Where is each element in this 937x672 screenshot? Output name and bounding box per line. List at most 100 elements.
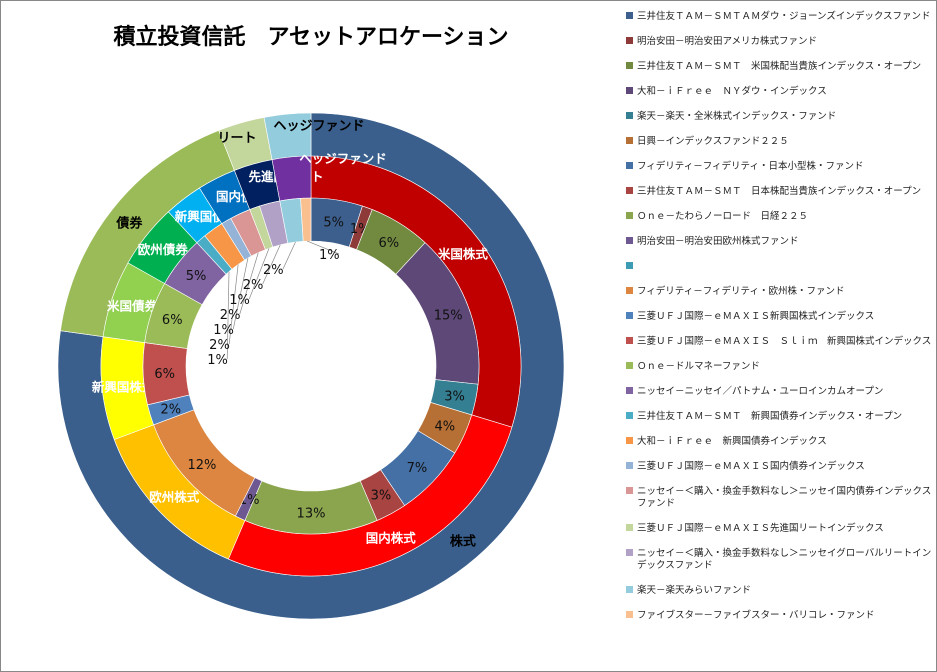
leader-line (262, 244, 281, 285)
legend-label: 大和－ｉＦｒｅｅ ＮＹダウ・インデックス (637, 86, 827, 97)
inner-ring-label: 12% (187, 458, 216, 473)
legend-item: 三井住友ＴＡＭ－ＳＭＴＡＭダウ・ジョーンズインデックスファンド (626, 11, 936, 23)
legend-label: 楽天－楽天・全米株式インデックス・ファンド (637, 111, 837, 122)
legend-swatch (626, 462, 633, 469)
legend-swatch (626, 549, 633, 556)
leader-line (228, 264, 239, 345)
legend-swatch (626, 37, 633, 44)
inner-ring-label: 7% (407, 461, 428, 476)
middle-ring-label: 国内株式 (366, 530, 417, 545)
inner-ring-label: 3% (444, 389, 465, 404)
legend-item: 楽天－楽天・全米株式インデックス・ファンド (626, 111, 936, 123)
legend-swatch (626, 524, 633, 531)
legend-label: 大和－ｉＦｒｅｅ 新興国債券インデックス (637, 436, 827, 447)
legend-item: ニッセイ－＜購入・換金手数料なし＞ニッセイグローバルリートインデックスファンド (626, 548, 936, 572)
inner-ring-label: 5% (186, 269, 207, 284)
legend-swatch (626, 162, 633, 169)
legend-item: 明治安田－明治安田アメリカ株式ファンド (626, 36, 936, 48)
legend-swatch (626, 387, 633, 394)
legend-label: Ｏｎｅ－ドルマネーファンド (637, 361, 760, 372)
leader-line (239, 252, 259, 315)
legend-swatch (626, 312, 633, 319)
legend-swatch (626, 437, 633, 444)
legend-label: ニッセイ－ニッセイ／パトナム・ユーロインカムオープン (637, 386, 884, 397)
middle-ring-label: 欧州株式 (149, 489, 200, 504)
legend-swatch (626, 137, 633, 144)
legend-label: 三井住友ＴＡＭ－ＳＭＴ 米国株配当貴族インデックス・オープン (637, 61, 922, 72)
legend-label: ファイブスター－ファイブスター・バリコレ・ファンド (637, 610, 875, 621)
legend-item: 三菱ＵＦＪ国際－ｅＭＡＸＩＳ新興国株式インデックス (626, 311, 936, 323)
legend-label: 明治安田－明治安田欧州株式ファンド (637, 236, 799, 247)
legend-item: Ｏｎｅ－ドルマネーファンド (626, 361, 936, 373)
inner-ring-label: 2% (209, 338, 230, 353)
donut-chart: 株式債券リートヘッジファンド米国株式国内株式欧州株式新興国株式米国債券欧州債券新… (57, 112, 565, 620)
legend-swatch (626, 611, 633, 618)
legend-item: ファイブスター－ファイブスター・バリコレ・ファンド (626, 610, 936, 622)
legend-label: Ｏｎｅ－たわらノーロード 日経２２５ (637, 211, 809, 222)
middle-ring-label: 欧州債券 (138, 242, 189, 257)
legend-label: ニッセイ－＜購入・換金手数料なし＞ニッセイ国内債券インデックスファンド (637, 486, 932, 509)
legend-swatch (626, 412, 633, 419)
legend-swatch (626, 212, 633, 219)
inner-ring-label: 15% (434, 309, 463, 324)
legend-label: フィデリティ－フィデリティ・日本小型株・ファンド (637, 161, 864, 172)
legend-item: フィデリティ－フィデリティ・欧州株・ファンド (626, 286, 936, 298)
leader-line (306, 240, 340, 255)
inner-ring-label: 5% (323, 215, 344, 230)
legend-label: 日興－インデックスファンド２２５ (637, 136, 789, 147)
legend-item: 三菱ＵＦＪ国際－ｅＭＡＸＩＳ Ｓｌｉｍ 新興国株式インデックス (626, 336, 936, 348)
legend-item: 日興－インデックスファンド２２５ (626, 136, 936, 148)
leader-line (232, 258, 249, 330)
inner-ring-label: 2% (161, 403, 182, 418)
inner-ring-label: 6% (154, 367, 175, 382)
middle-ring-label: ヘッジファンド (299, 151, 387, 166)
inner-ring-label: 4% (434, 420, 455, 435)
inner-ring-label: 2% (263, 263, 284, 278)
legend-swatch (626, 12, 633, 19)
legend-label: 三井住友ＴＡＭ－ＳＭＴ 新興国債券インデックス・オープン (637, 411, 903, 422)
inner-ring-label: 13% (297, 507, 326, 522)
legend-swatch (626, 187, 633, 194)
legend-item: ニッセイ－＜購入・換金手数料なし＞ニッセイ国内債券インデックスファンド (626, 486, 936, 510)
leader-line (248, 248, 270, 300)
middle-ring-label: 米国債券 (106, 298, 158, 313)
legend-swatch (626, 112, 633, 119)
chart-title: 積立投資信託 アセットアロケーション (113, 25, 509, 50)
leader-line (282, 241, 296, 270)
legend-label: 三菱ＵＦＪ国際－ｅＭＡＸＩＳ国内債券インデックス (637, 461, 865, 472)
inner-ring-label: 6% (162, 313, 183, 328)
inner-ring-label: 2% (243, 278, 264, 293)
legend-label: 三井住友ＴＡＭ－ＳＭＴＡＭダウ・ジョーンズインデックスファンド (637, 11, 931, 22)
legend-item: 大和－ｉＦｒｅｅ ＮＹダウ・インデックス (626, 86, 936, 98)
leader-line (226, 271, 230, 360)
outer-ring-label: ヘッジファンド (273, 119, 364, 134)
legend: 三井住友ＴＡＭ－ＳＭＴＡＭダウ・ジョーンズインデックスファンド 明治安田－明治安田… (626, 11, 931, 635)
legend-swatch (626, 337, 633, 344)
legend-swatch (626, 586, 633, 593)
outer-ring-label: 債券 (115, 215, 143, 231)
legend-label: 三井住友ＴＡＭ－ＳＭＴ 日本株配当貴族インデックス・オープン (637, 186, 922, 197)
legend-item (626, 261, 936, 273)
legend-item: 明治安田－明治安田欧州株式ファンド (626, 236, 936, 248)
legend-item: 三井住友ＴＡＭ－ＳＭＴ 新興国債券インデックス・オープン (626, 411, 936, 423)
inner-ring-label: 6% (378, 236, 399, 251)
legend-swatch (626, 62, 633, 69)
legend-item: 三井住友ＴＡＭ－ＳＭＴ 日本株配当貴族インデックス・オープン (626, 186, 936, 198)
legend-item: 三菱ＵＦＪ国際－ｅＭＡＸＩＳ国内債券インデックス (626, 461, 936, 473)
legend-label: 楽天－楽天みらいファンド (637, 585, 752, 596)
legend-item: ニッセイ－ニッセイ／パトナム・ユーロインカムオープン (626, 386, 936, 398)
legend-label: 明治安田－明治安田アメリカ株式ファンド (637, 36, 818, 47)
legend-item: 三菱ＵＦＪ国際－ｅＭＡＸＩＳ先進国リートインデックス (626, 523, 936, 535)
legend-label: 三菱ＵＦＪ国際－ｅＭＡＸＩＳ先進国リートインデックス (637, 523, 884, 534)
legend-item: Ｏｎｅ－たわらノーロード 日経２２５ (626, 211, 936, 223)
legend-swatch (626, 262, 633, 269)
legend-item: フィデリティ－フィデリティ・日本小型株・ファンド (626, 161, 936, 173)
legend-item: 大和－ｉＦｒｅｅ 新興国債券インデックス (626, 436, 936, 448)
legend-swatch (626, 87, 633, 94)
legend-swatch (626, 487, 633, 494)
legend-swatch (626, 362, 633, 369)
inner-ring-label: 1% (207, 353, 228, 368)
outer-ring-label: リート (217, 131, 256, 146)
legend-label: フィデリティ－フィデリティ・欧州株・ファンド (637, 286, 845, 297)
